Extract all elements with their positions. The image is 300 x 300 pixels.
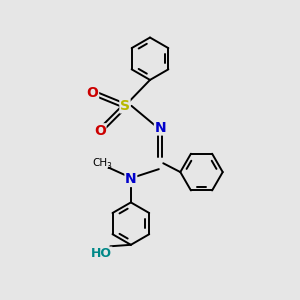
Text: 3: 3: [106, 162, 111, 171]
Text: N: N: [154, 121, 166, 135]
Text: HO: HO: [91, 247, 112, 260]
Text: O: O: [94, 124, 106, 138]
Text: S: S: [120, 99, 130, 113]
Text: O: O: [87, 85, 98, 100]
Text: N: N: [125, 172, 137, 186]
Text: CH: CH: [92, 158, 107, 168]
